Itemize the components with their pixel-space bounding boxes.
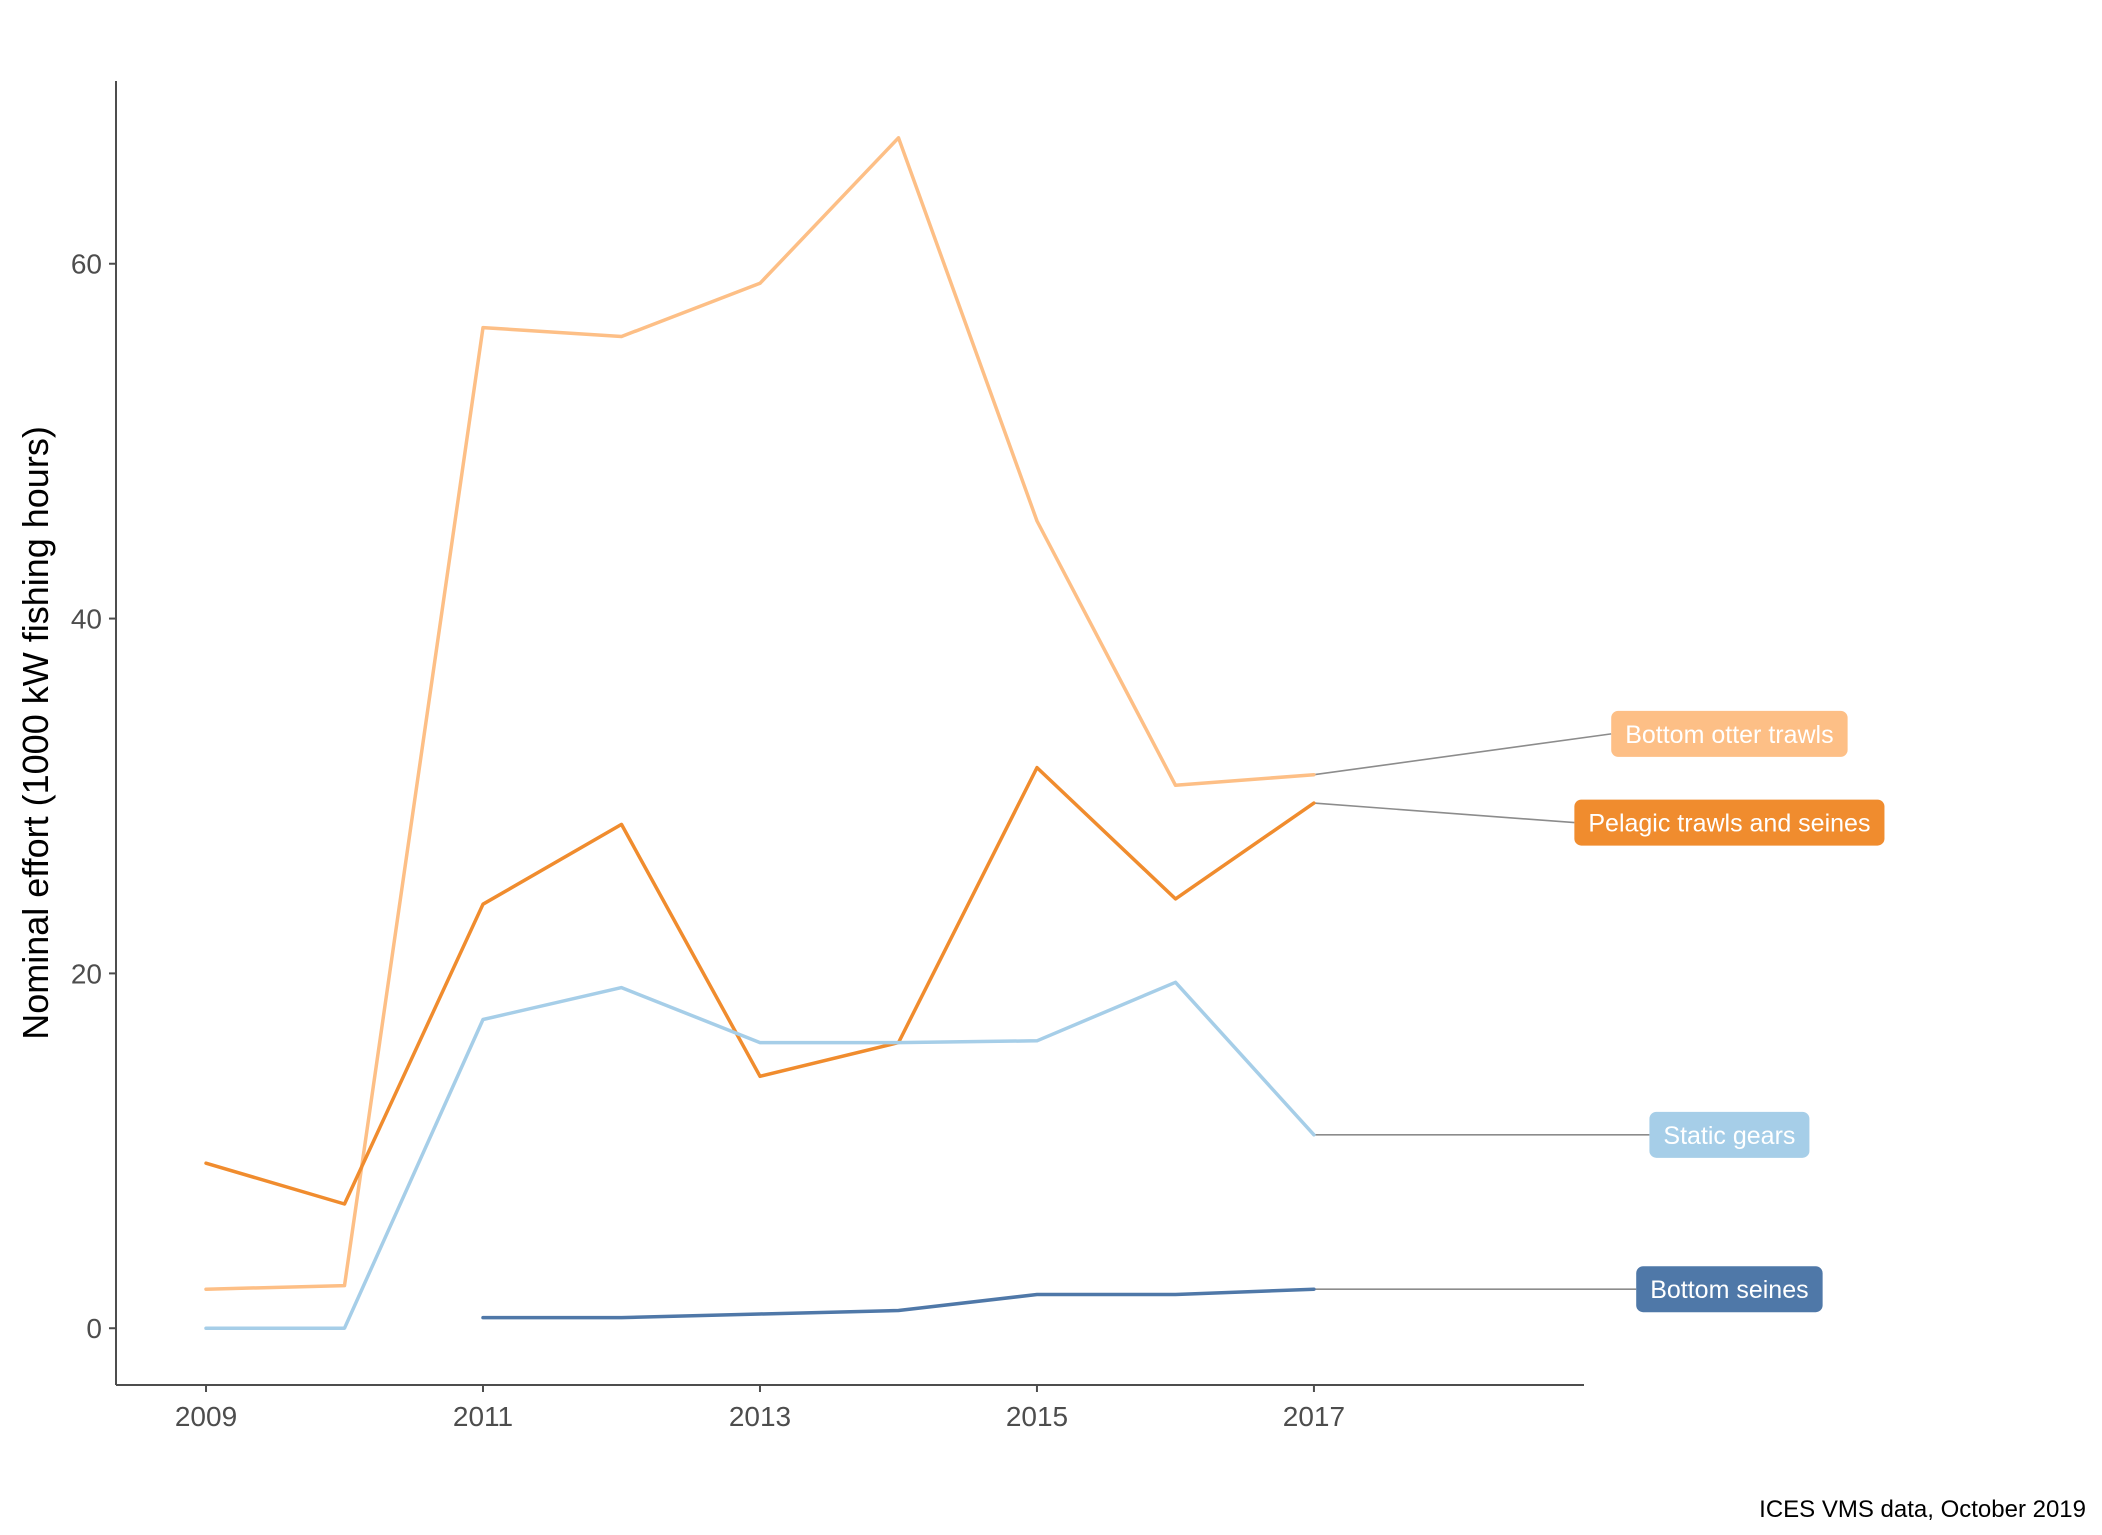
- series-label-box-pelagic-trawls-and-seines: [1574, 799, 1885, 846]
- y-tick-label-20: 20: [71, 958, 102, 989]
- series-line-bottom-otter-trawls: [204, 136, 1316, 1291]
- y-tick-label-40: 40: [71, 604, 102, 635]
- series-label-static-gears: Static gears: [1663, 1122, 1795, 1150]
- x-tick-label-2017: 2017: [1283, 1401, 1345, 1432]
- caption: ICES VMS data, October 2019: [1759, 1496, 2086, 1523]
- label-leader-lines: [1313, 733, 1650, 1290]
- y-tick-label-60: 60: [71, 249, 102, 280]
- series-line-bottom-seines: [481, 1287, 1316, 1320]
- series-label-pelagic-trawls-and-seines: Pelagic trawls and seines: [1588, 810, 1870, 838]
- series-label-bottom-otter-trawls: Bottom otter trawls: [1625, 721, 1833, 749]
- series-label-bottom-seines: Bottom seines: [1650, 1276, 1808, 1304]
- series-labels: Bottom otter trawls Pelagic trawls and se…: [1574, 710, 1885, 1313]
- x-tick-label-2015: 2015: [1006, 1401, 1068, 1432]
- x-tick-label-2011: 2011: [453, 1401, 513, 1432]
- series-line-pelagic-trawls-and-seines: [204, 765, 1316, 1206]
- x-tick-label-2009: 2009: [175, 1401, 237, 1432]
- series-label-box-bottom-otter-trawls: [1611, 710, 1848, 757]
- series-line-static-gears: [204, 980, 1316, 1330]
- series-label-box-static-gears: [1649, 1111, 1810, 1158]
- axes: [115, 81, 1584, 1386]
- leader-line-pelagic-trawls-and-seines: [1313, 802, 1575, 824]
- y-axis-title: Nominal effort (1000 kW fishing hours): [15, 426, 56, 1040]
- series-label-box-bottom-seines: [1636, 1266, 1823, 1313]
- x-tick-label-2013: 2013: [729, 1401, 791, 1432]
- ticks: 0 20 40 60 2009 2011 2013 2015 2017: [71, 249, 1345, 1432]
- leader-line-bottom-otter-trawls: [1313, 733, 1612, 776]
- series-lines: [204, 136, 1316, 1330]
- y-tick-label-0: 0: [86, 1313, 102, 1344]
